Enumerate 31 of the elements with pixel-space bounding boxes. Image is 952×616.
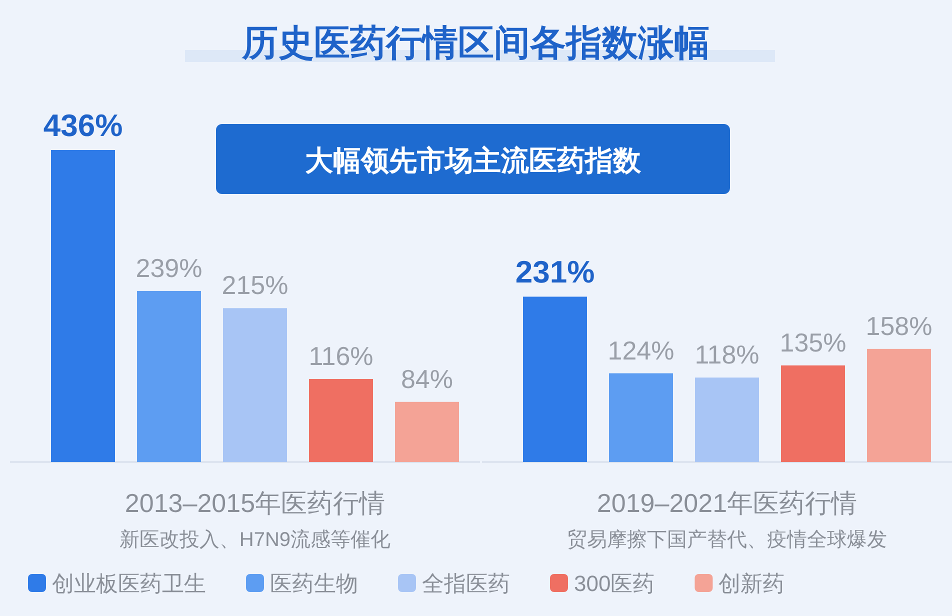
legend-label: 300医药 — [574, 571, 655, 596]
data-label: 436% — [43, 108, 123, 143]
data-label: 84% — [400, 364, 454, 394]
chart-subtitle: 大幅领先市场主流医药指数 — [305, 145, 642, 176]
data-label: 239% — [136, 252, 202, 283]
bar — [781, 365, 845, 462]
bar — [309, 378, 373, 462]
data-label: 215% — [222, 270, 288, 300]
bar — [51, 150, 115, 462]
legend-label: 医药生物 — [270, 571, 358, 596]
x-tick-label: 2019–2021年医药行情 — [596, 488, 858, 518]
bar — [223, 308, 287, 462]
legend-label: 创业板医药卫生 — [52, 571, 206, 596]
bar — [695, 378, 759, 462]
data-label: 231% — [515, 254, 595, 290]
data-label: 135% — [780, 327, 846, 358]
bar — [395, 402, 459, 462]
data-label: 124% — [608, 335, 674, 366]
bar — [609, 373, 673, 462]
data-label: 158% — [866, 310, 932, 341]
chart-title: 历史医药行情区间各指数涨幅 — [241, 22, 710, 63]
x-tick-label: 2013–2015年医药行情 — [124, 488, 386, 518]
bar — [867, 348, 931, 462]
legend-label: 全指医药 — [422, 571, 510, 596]
text: 贸易摩擦下国产替代、疫情全球爆发 — [567, 529, 887, 551]
text: 新医改投入、H7N9流感等催化 — [119, 529, 391, 551]
bar — [523, 296, 587, 462]
bar — [137, 290, 201, 462]
legend-label: 创新药 — [718, 571, 785, 596]
data-label: 116% — [308, 340, 374, 371]
data-label: 118% — [694, 340, 760, 370]
